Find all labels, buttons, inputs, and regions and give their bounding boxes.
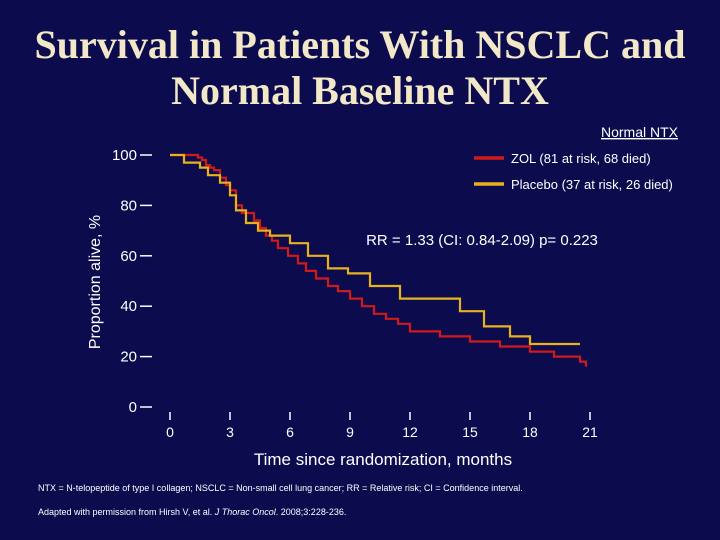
axes: 0 20 40 60 80 100 0 3 6 9 12 15 18 21	[112, 147, 598, 440]
y-tick-label: 0	[129, 399, 137, 416]
x-tick-label: 3	[226, 424, 234, 440]
y-tick-label: 20	[120, 349, 137, 366]
x-tick-label: 12	[402, 424, 418, 440]
source-prefix: Adapted with permission from Hirsh V, et…	[38, 507, 215, 517]
legend-label-zol: ZOL (81 at risk, 68 died)	[511, 151, 651, 166]
title-line-2: Normal Baseline NTX	[171, 68, 549, 113]
rr-annotation: RR = 1.33 (CI: 0.84-2.09) p= 0.223	[366, 232, 598, 249]
series-lines	[170, 153, 588, 367]
y-tick-label: 40	[120, 298, 137, 315]
legend-label-placebo: Placebo (37 at risk, 26 died)	[511, 177, 673, 192]
source-citation: Adapted with permission from Hirsh V, et…	[38, 507, 346, 517]
y-tick-label: 80	[120, 197, 137, 214]
y-axis-label: Proportion alive, %	[87, 215, 104, 349]
legend: ZOL (81 at risk, 68 died) Placebo (37 at …	[474, 151, 673, 192]
abbreviation-footnote: NTX = N-telopeptide of type I collagen; …	[38, 483, 523, 493]
x-tick-label: 18	[522, 424, 538, 440]
chart-text: Proportion alive, % Time since randomiza…	[87, 124, 679, 469]
source-journal: J Thorac Oncol	[214, 507, 276, 517]
title-line-1: Survival in Patients With NSCLC and	[34, 22, 686, 67]
placebo-survival-line	[170, 153, 580, 346]
source-suffix: . 2008;3:228-236.	[275, 507, 347, 517]
x-tick-label: 0	[166, 424, 174, 440]
x-axis-label: Time since randomization, months	[254, 450, 512, 469]
legend-title: Normal NTX	[601, 124, 679, 140]
x-tick-label: 21	[582, 424, 598, 440]
x-tick-label: 15	[462, 424, 478, 440]
slide-title: Survival in Patients With NSCLC and Norm…	[0, 22, 720, 114]
y-tick-label: 100	[112, 147, 137, 164]
x-tick-label: 9	[346, 424, 354, 440]
x-tick-label: 6	[286, 424, 294, 440]
zol-survival-line	[170, 153, 588, 367]
y-tick-label: 60	[120, 248, 137, 265]
